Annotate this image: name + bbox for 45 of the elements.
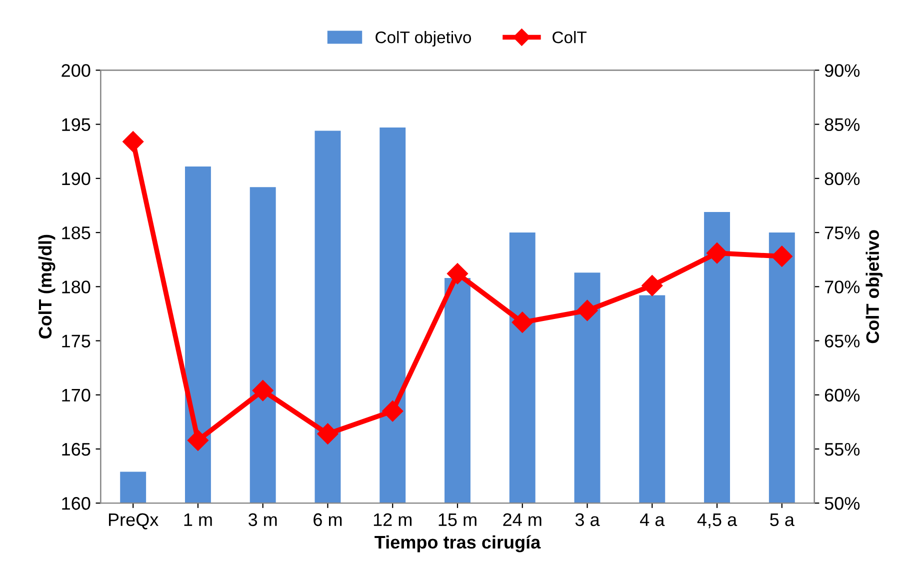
y2-tick-label: 90% — [824, 64, 860, 77]
x-tick-label: 12 m — [374, 513, 412, 526]
y2-axis-title: ColT objetivo — [866, 230, 883, 344]
y-tick-label: 165 — [62, 442, 90, 456]
x-axis-title: Tiempo tras cirugía — [374, 535, 541, 552]
y-tick-label: 160 — [62, 497, 90, 510]
y2-tick-label: 85% — [824, 118, 860, 132]
point — [512, 312, 533, 333]
y-tick-label: 195 — [62, 118, 90, 132]
point — [187, 430, 208, 451]
y-tick-label: 185 — [62, 226, 90, 240]
point — [446, 263, 468, 284]
y2-tick-label: 75% — [825, 226, 860, 240]
y-axis-title: ColT (mg/dl) — [38, 234, 56, 339]
y-tick-label: 200 — [62, 64, 90, 77]
point — [576, 300, 598, 321]
point — [317, 423, 338, 444]
point — [382, 400, 404, 422]
point — [252, 380, 274, 402]
y-tick-label: 170 — [62, 388, 90, 402]
y2-tick-label: 60% — [824, 388, 860, 402]
point — [122, 131, 144, 152]
y2-tick-label: 50% — [824, 497, 860, 510]
legend-label: ColT objetivo — [376, 31, 472, 47]
x-tick-label: 5 a — [770, 513, 794, 526]
point — [771, 246, 792, 267]
y-tick-label: 180 — [62, 280, 90, 294]
x-tick-label: 24 m — [503, 513, 542, 526]
y2-tick-label: 80% — [824, 172, 860, 186]
x-tick-label: 4 a — [640, 513, 665, 526]
y2-tick-label: 55% — [824, 443, 860, 456]
x-tick-label: 6 m — [314, 513, 342, 526]
x-tick-label: 4,5 a — [697, 513, 738, 528]
point — [706, 242, 728, 264]
legend-label: ColT — [552, 31, 587, 44]
y2-tick-label: 65% — [824, 334, 860, 348]
x-tick-label: 3 m — [248, 513, 277, 526]
x-tick-label: 3 a — [575, 513, 600, 526]
y-tick-label: 190 — [62, 172, 90, 186]
x-tick-label: 1 m — [184, 513, 212, 526]
x-tick-label: 15 m — [438, 513, 476, 526]
y2-tick-label: 70% — [825, 280, 860, 294]
y-tick-label: 175 — [62, 334, 90, 348]
x-tick-label: PreQx — [108, 513, 158, 530]
point — [642, 275, 663, 296]
